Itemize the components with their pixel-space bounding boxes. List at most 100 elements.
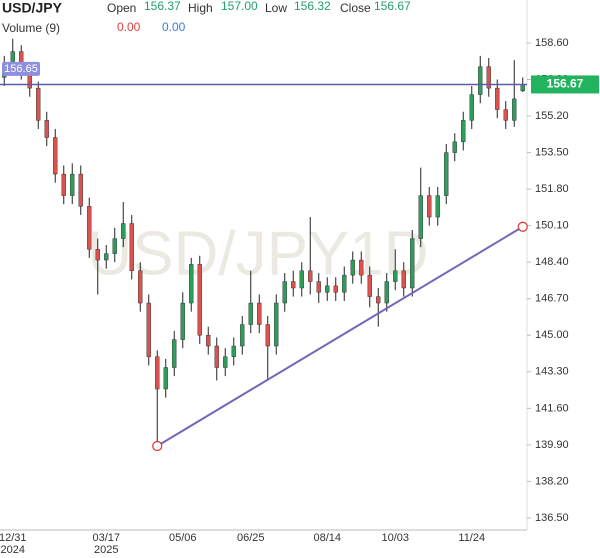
x-tick-label: 10/03 [381,532,409,544]
candle-body [70,173,75,196]
candle-body [282,281,287,304]
y-tick-label: 158.60 [535,37,569,49]
candle-body [401,270,406,289]
candle-body [376,296,381,304]
y-tick-label: 139.90 [535,439,569,451]
candle-body [231,345,236,357]
candle-body [342,274,347,293]
x-tick-label: 05/06 [169,532,197,544]
candle-body [36,87,41,121]
y-tick-label: 155.20 [535,110,569,122]
candle-body [495,87,500,110]
y-tick-label: 145.00 [535,329,569,341]
price-label-box [531,75,599,94]
candle-body [427,195,432,218]
candle-body [61,173,66,196]
y-tick-label: 141.60 [535,402,569,414]
low-label: Low [265,1,287,15]
trendline-anchor [152,440,163,452]
y-tick-label: 138.20 [535,475,569,487]
candle-body [316,281,321,293]
candle-body [163,367,168,390]
cursor-label: 156.65 [4,63,38,75]
candle-body [486,66,491,89]
volume-label: Volume (9) [2,21,60,35]
y-tick-label: 143.30 [535,366,569,378]
x-tick-label: 11/24 [458,532,485,544]
candle-body [189,264,194,304]
candle-body [512,98,517,121]
candle-body [214,345,219,368]
candle-body [78,173,83,207]
candle-body [299,270,304,289]
trendline-anchor [517,221,528,232]
candle-body [223,356,228,368]
candle-body [172,339,177,368]
candle-body [87,206,92,250]
close-label: Close [340,1,371,15]
y-tick-label: 151.80 [535,183,569,195]
candle-body [444,152,449,196]
open-value: 156.37 [144,0,181,13]
candle-body [410,238,415,289]
high-label: High [188,1,213,15]
candle-body [503,109,508,121]
cursor-label-box [2,61,40,76]
volume-value: 0.00 [162,20,186,34]
x-tick-label: 06/25 [237,532,265,544]
candle-body [418,195,423,239]
x-tick-label: 12/31 [0,532,27,544]
candle-body [350,259,355,276]
candle-body [240,324,245,347]
candle-body [53,137,58,175]
candle-body [138,270,143,304]
candle-body [452,141,457,153]
x-tick-label: 08/14 [313,532,341,544]
x-tick-label: 03/17 [92,532,120,544]
candle-body [384,281,389,304]
price-label: 156.67 [547,77,584,91]
trendline [156,225,524,447]
candle-body [393,270,398,282]
candle-body [265,324,270,347]
candle-body [104,253,109,261]
candle-body [206,335,211,347]
candle-body [180,302,185,340]
candle-body [129,223,134,272]
candle-body [333,285,338,293]
candle-body [197,264,202,336]
candle-body [121,223,126,239]
candle-body [461,120,466,143]
candle-body [95,249,100,261]
candle-body [325,285,330,293]
candle-body [520,84,525,92]
y-tick-label: 148.40 [535,256,569,268]
volume-value: 0.00 [117,20,141,34]
close-value: 156.67 [374,0,411,13]
y-tick-label: 153.50 [535,147,569,159]
y-tick-label: 136.50 [535,512,569,524]
x-year-label: 2024 [1,544,25,556]
y-tick-label: 146.70 [535,293,569,305]
x-year-label: 2025 [94,544,118,556]
candle-body [155,356,160,390]
candle-body [469,94,474,121]
candle-body [112,238,117,254]
candle-body [435,195,440,218]
candle-body [308,270,313,282]
candle-body [146,302,151,357]
candle-body [274,302,279,347]
symbol: USD/JPY [2,0,63,16]
y-tick-label: 150.10 [535,220,569,232]
candle-body [291,281,296,289]
candle-body [257,302,262,325]
candle-body [367,274,372,297]
candle-body [478,66,483,95]
high-value: 157.00 [221,0,258,13]
candle-body [359,259,364,276]
low-value: 156.32 [294,0,331,13]
candle-body [248,302,253,325]
open-label: Open [107,1,136,15]
